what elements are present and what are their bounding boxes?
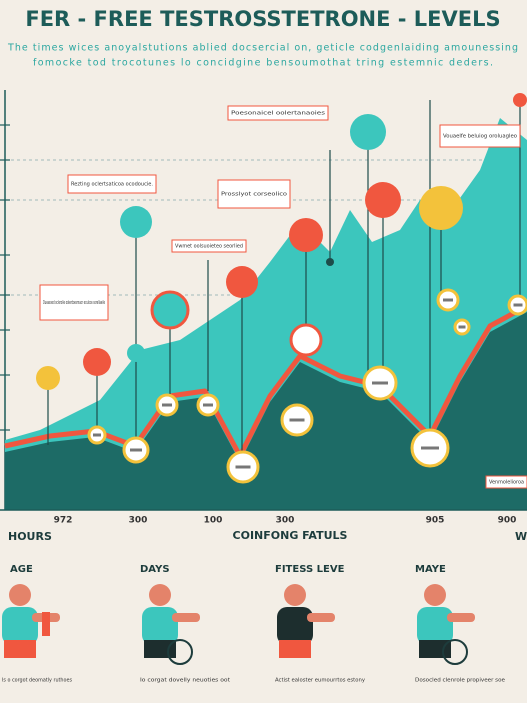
panel-heading: MAYE: [415, 564, 446, 575]
marker: [419, 186, 463, 230]
figure-arm: [307, 613, 335, 622]
wheel: [442, 639, 468, 665]
x-label: 300: [276, 516, 295, 526]
x-label: 900: [498, 516, 517, 526]
annotation-box: [439, 124, 521, 148]
marker-text: [372, 381, 388, 385]
annotation: Dueasoed oclerolie oolerdoesmuor eculoos…: [43, 300, 105, 306]
subtitle: fomocke tod trocotunes lo concidgine ben…: [33, 58, 493, 69]
bottle: [42, 612, 50, 636]
panels: AGE Is o corgot deomatly ruthoes DAYS Io co…: [2, 564, 506, 684]
marker-text: [93, 433, 101, 437]
annotation-box: [39, 284, 109, 321]
section-label: COINFONG FATULS: [233, 529, 348, 542]
marker-text: [130, 448, 142, 452]
title: FER - FREE TESTROSSTETRONE - LEVELS: [25, 7, 500, 31]
annotation: Rezting oclertsaticoa ocodoucie.: [71, 182, 153, 188]
x-label: 905: [426, 516, 445, 526]
panel-caption: Io corgat dovelly neuoties oot: [140, 678, 231, 684]
marker-text: [513, 303, 523, 307]
trend-line: [4, 303, 527, 459]
panel-heading: AGE: [10, 564, 33, 575]
marker-text: [458, 325, 466, 329]
marker-text: [289, 418, 305, 422]
marker: [120, 206, 152, 238]
annotation-box: [217, 179, 291, 209]
figure-head: [284, 584, 306, 606]
panel-heading: DAYS: [140, 564, 170, 575]
figure-legs: [279, 640, 311, 658]
figure-body: [2, 607, 38, 645]
annotation: Poesonaicel oolertanaoies: [231, 111, 325, 117]
figure-body: [417, 607, 453, 645]
panel-caption: Is o corgot deomatly ruthoes: [2, 678, 72, 684]
marker: [350, 114, 386, 150]
annotation-box: [67, 174, 157, 194]
figure-head: [424, 584, 446, 606]
marker: [36, 366, 60, 390]
chart: Rezting oclertsaticoa ocodoucie. Dueasoed…: [0, 90, 527, 511]
subtitle: The times wices anoyalstutions ablied do…: [7, 43, 518, 54]
marker-text: [235, 465, 251, 469]
figure-arm: [447, 613, 475, 622]
marker: [513, 93, 527, 107]
figure-arm: [172, 613, 200, 622]
section-label: W: [515, 530, 527, 543]
panel-caption: Dosocled clenrole propiveer soe: [415, 678, 506, 684]
figure-body: [142, 607, 178, 645]
annotation: Vwmet oolsuoieteo seorlied: [175, 244, 243, 250]
marker: [83, 348, 111, 376]
marker-text: [421, 446, 439, 450]
marker-text: [443, 298, 453, 302]
annotation: Vouaelfe beluiog oroluagleo: [443, 134, 518, 140]
x-label: 300: [129, 516, 148, 526]
wheel: [167, 639, 193, 665]
figure-body: [277, 607, 313, 645]
figure-legs: [4, 640, 36, 658]
annotation: Prosslyot corseolico: [221, 192, 288, 198]
figure-head: [9, 584, 31, 606]
marker: [150, 290, 190, 330]
marker-text: [203, 403, 213, 407]
panel-heading: FITESS LEVE: [275, 564, 345, 575]
figure-head: [149, 584, 171, 606]
section-label: HOURS: [8, 530, 52, 543]
annotation-box: [171, 239, 247, 253]
marker-text: [162, 403, 172, 407]
marker: [127, 344, 145, 362]
marker: [226, 266, 258, 298]
panel-caption: Actist ealoster eumourrtos estony: [275, 678, 366, 684]
annotation-box: [485, 475, 527, 489]
marker: [365, 182, 401, 218]
annotation: Venmolelioroa: [489, 480, 524, 486]
x-label: 972: [54, 516, 73, 526]
x-label: 100: [204, 516, 223, 526]
marker: [289, 218, 323, 252]
annotation-box: [227, 105, 329, 121]
marker: [326, 258, 334, 266]
marker: [289, 323, 323, 357]
